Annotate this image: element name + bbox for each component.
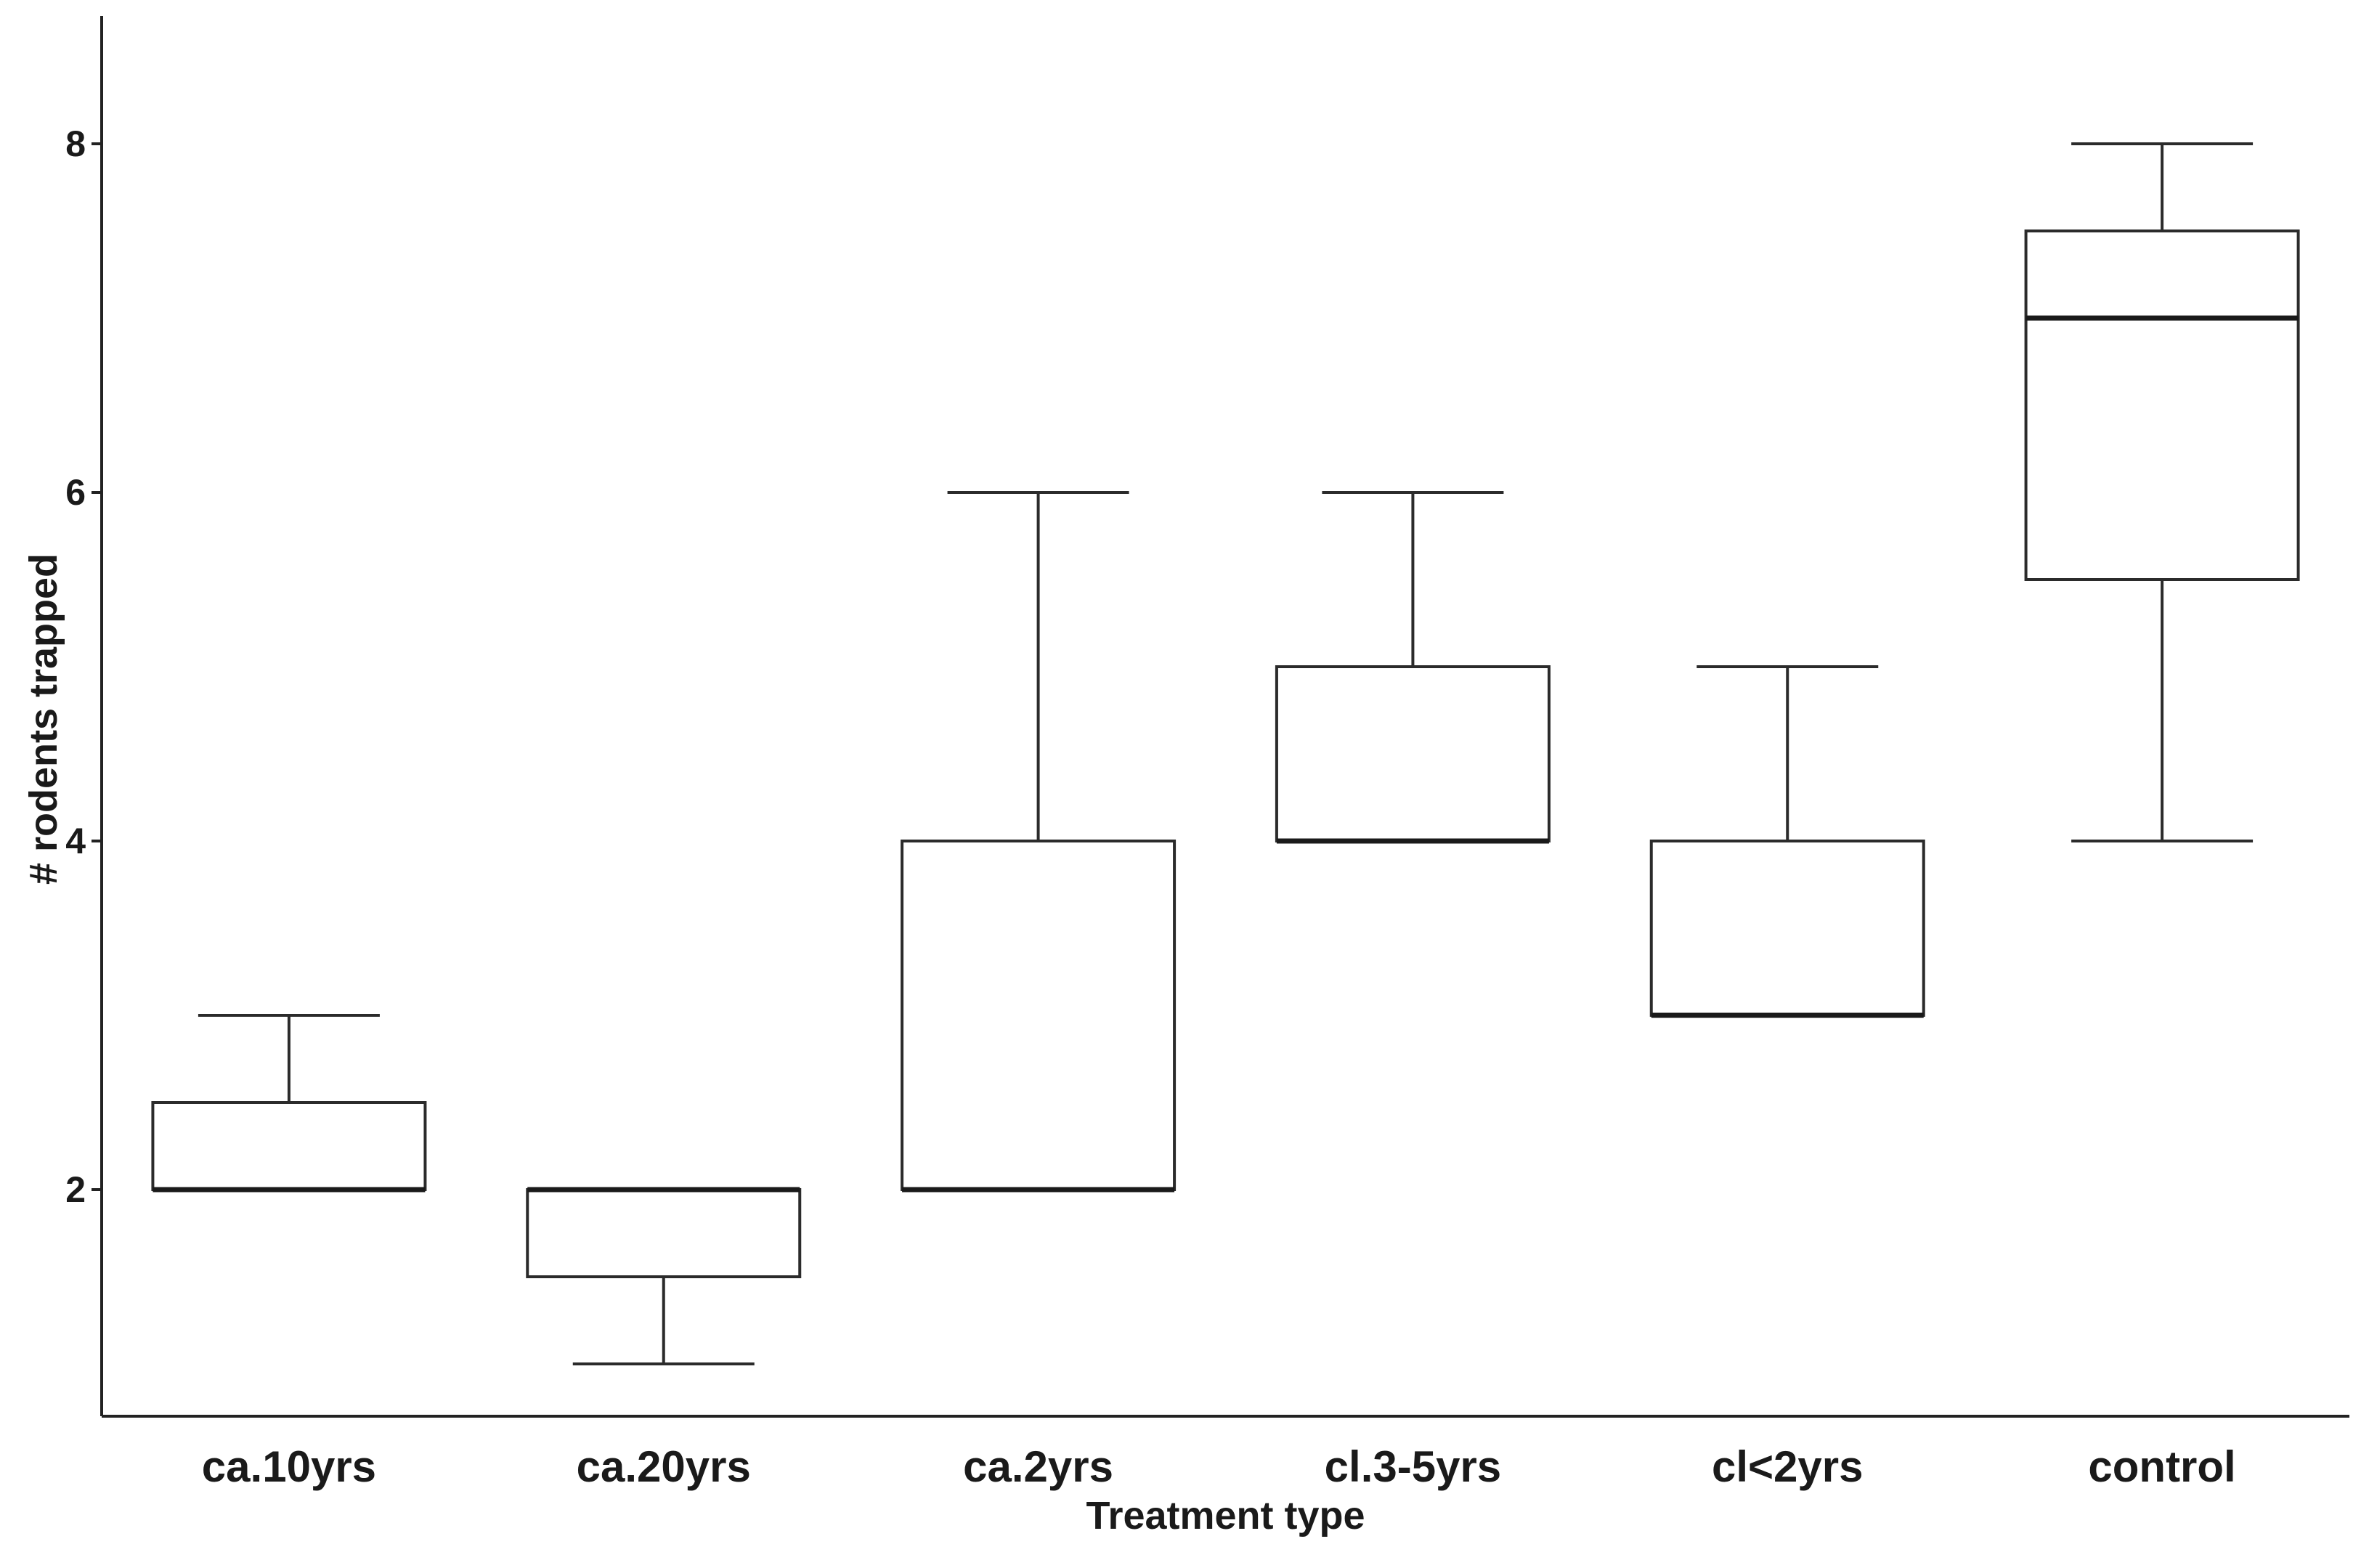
interquartile-box xyxy=(2024,229,2300,581)
interquartile-box xyxy=(1275,665,1551,842)
interquartile-box xyxy=(1649,840,1925,1017)
y-axis-title: # rodents trapped xyxy=(22,553,65,885)
box-cl<2yrs xyxy=(1649,665,1925,1018)
x-category-label: ca.2yrs xyxy=(963,1442,1113,1491)
x-axis-category-labels: ca.10yrs ca.20yrs ca.2yrs cl.3-5yrs cl<2yrs c… xyxy=(202,1442,2236,1491)
y-tick-label: 8 xyxy=(65,123,86,164)
y-tick-label: 2 xyxy=(65,1169,86,1210)
box-ca.2yrs xyxy=(901,491,1177,1193)
box-cl.3-5yrs xyxy=(1275,491,1551,844)
interquartile-box xyxy=(151,1101,427,1191)
x-axis-title: Treatment type xyxy=(1086,1494,1365,1537)
y-axis-ticks: 2 4 6 8 xyxy=(65,123,102,1210)
x-category-label: ca.10yrs xyxy=(202,1442,376,1491)
x-category-label: control xyxy=(2088,1442,2235,1491)
box-ca.20yrs xyxy=(526,1187,802,1365)
box-control xyxy=(2024,142,2300,842)
x-category-label: cl.3-5yrs xyxy=(1325,1442,1502,1491)
box-ca.10yrs xyxy=(151,1014,427,1193)
plot-marks xyxy=(151,142,2300,1365)
x-category-label: ca.20yrs xyxy=(577,1442,751,1491)
interquartile-box xyxy=(526,1188,802,1278)
y-tick-label: 4 xyxy=(65,821,86,861)
y-tick-label: 6 xyxy=(65,472,86,513)
x-category-label: cl<2yrs xyxy=(1712,1442,1864,1491)
interquartile-box xyxy=(901,840,1177,1191)
